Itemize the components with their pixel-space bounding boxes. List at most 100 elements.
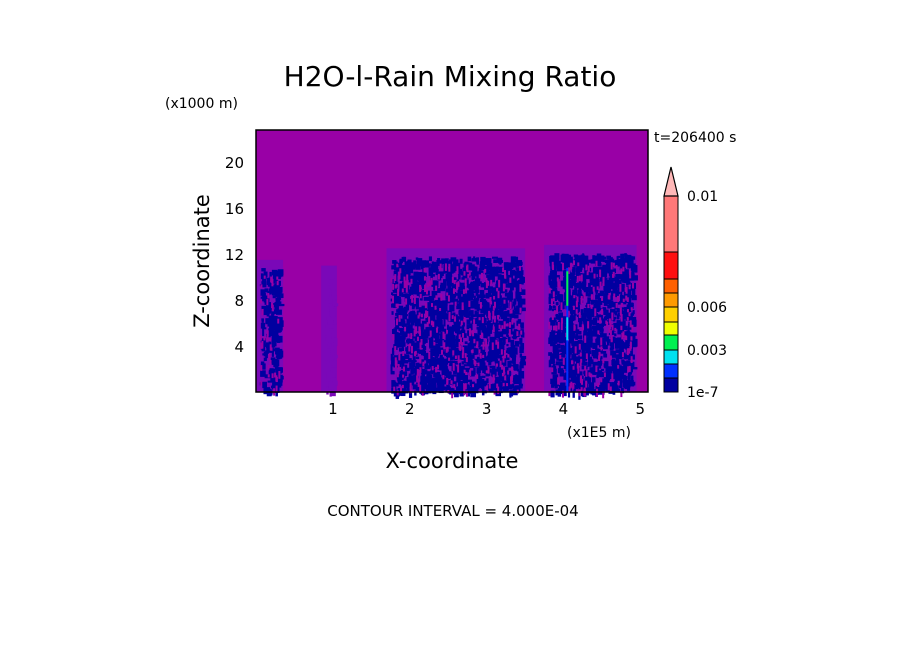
rain-cell [327, 317, 332, 323]
rain-cell [486, 275, 490, 282]
rain-cell [552, 270, 557, 279]
rain-cell [513, 380, 518, 384]
dry-cell [414, 351, 417, 357]
rain-cell [574, 341, 580, 345]
rain-cell [276, 368, 280, 375]
rain-cell [407, 266, 414, 274]
y-tick-label: 20 [225, 154, 244, 172]
rain-cell [555, 315, 561, 320]
dry-cell [584, 365, 587, 371]
rain-cell [622, 295, 628, 299]
dry-cell [477, 362, 480, 367]
rain-cell [609, 340, 614, 347]
rain-cell [418, 278, 425, 287]
rain-cell [507, 281, 512, 288]
rain-cell [271, 339, 277, 347]
rain-cell [474, 303, 478, 310]
rain-cell [271, 338, 276, 341]
rain-cell [627, 328, 630, 335]
colorbar-swatch [663, 363, 679, 379]
rain-cell [424, 386, 430, 390]
rain-cell [627, 383, 631, 391]
rain-cell [571, 338, 574, 345]
rain-cell [416, 258, 423, 265]
dry-cell [503, 270, 506, 278]
rain-cell [399, 259, 403, 264]
rain-cell [549, 259, 555, 262]
rain-cell [623, 363, 626, 367]
rain-cell [330, 345, 334, 351]
rain-cell [278, 327, 282, 333]
rain-cell [392, 293, 397, 301]
dry-cell [589, 373, 592, 378]
dry-cell [409, 343, 412, 347]
rain-cell [393, 333, 398, 340]
rain-cell [484, 356, 488, 361]
rain-cell [432, 377, 439, 383]
dry-cell [457, 281, 460, 287]
rain-cell [395, 281, 399, 285]
rain-cell [489, 336, 496, 341]
rain-cell [548, 275, 552, 281]
rain-cell [515, 280, 520, 288]
rain-cell [427, 302, 431, 309]
rain-cell [593, 371, 598, 375]
dry-cell [599, 281, 602, 287]
rain-cell [417, 350, 422, 353]
dry-cell [498, 279, 501, 288]
dry-cell [580, 274, 583, 282]
rain-cell [554, 381, 558, 389]
rain-cell [443, 270, 446, 274]
rain-cell [615, 341, 619, 348]
rain-cell [415, 297, 418, 302]
rain-cell [513, 329, 518, 335]
rain-cell [417, 362, 423, 366]
dry-cell [519, 307, 522, 314]
rain-cell [406, 340, 413, 344]
dry-cell [261, 340, 264, 349]
rain-cell [584, 312, 589, 317]
rain-cell [276, 301, 282, 307]
rain-cell [606, 339, 610, 343]
rain-cell [448, 274, 453, 280]
rain-cell [268, 302, 272, 307]
dry-cell [480, 272, 483, 280]
rain-cell [331, 390, 336, 397]
rain-cell [550, 255, 556, 262]
rain-cell [558, 312, 563, 321]
rain-cell [274, 305, 279, 313]
rain-cell [438, 325, 441, 333]
rain-cell [413, 374, 418, 382]
rain-cell [471, 272, 475, 281]
rain-cell [428, 296, 435, 301]
dry-cell [394, 284, 397, 289]
rain-cell [517, 378, 522, 385]
dry-cell [442, 331, 445, 340]
dry-cell [394, 346, 397, 351]
dry-cell [556, 305, 559, 313]
dry-cell [579, 352, 582, 357]
dry-cell [628, 365, 631, 372]
dry-cell [476, 341, 479, 347]
rain-cell [417, 262, 421, 267]
rain-cell [557, 361, 563, 366]
dry-cell [599, 317, 602, 324]
rain-cell [487, 303, 490, 311]
rain-cell [440, 351, 446, 355]
rain-cell [596, 341, 601, 346]
rain-cell [569, 369, 575, 374]
dry-cell [576, 296, 579, 303]
rain-cell [557, 349, 562, 352]
rain-cell [432, 368, 437, 372]
rain-cell [622, 325, 628, 331]
rain-cell [560, 383, 565, 386]
dry-cell [492, 306, 495, 311]
rain-cell [498, 338, 503, 344]
rain-cell [629, 262, 633, 268]
dry-cell [454, 301, 457, 306]
rain-cell [548, 280, 554, 285]
rain-cell [462, 345, 468, 353]
dry-cell [482, 341, 485, 350]
dry-cell [402, 374, 405, 378]
rain-cell [604, 302, 607, 305]
